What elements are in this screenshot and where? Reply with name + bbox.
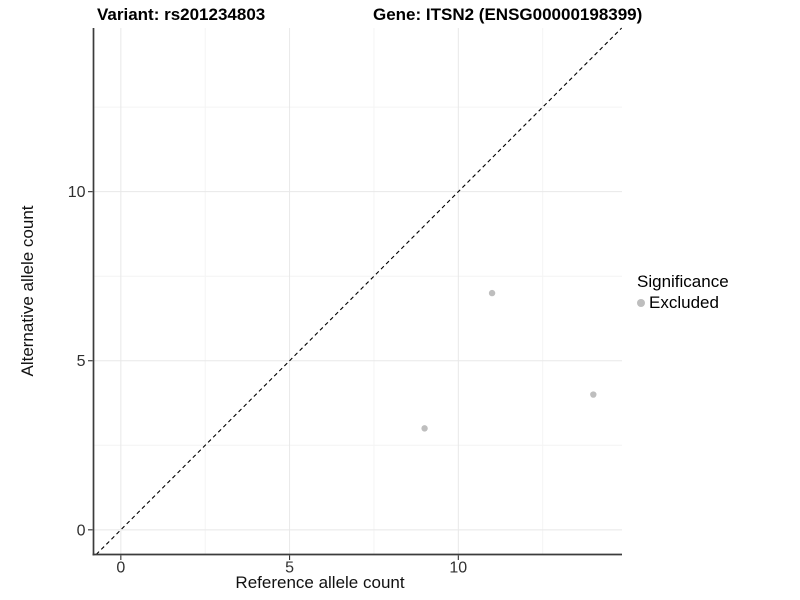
y-tick-label: 0 <box>77 522 86 539</box>
y-tick-label: 5 <box>77 353 86 370</box>
data-point <box>421 425 428 432</box>
variant-title: Variant: rs201234803 <box>97 5 266 24</box>
identity-line <box>95 27 623 555</box>
x-tick-label: 0 <box>116 559 125 576</box>
legend-title: Significance <box>637 272 729 291</box>
data-point <box>488 289 496 297</box>
gene-title: Gene: ITSN2 (ENSG00000198399) <box>373 5 643 24</box>
legend-key-dot-icon <box>637 298 645 307</box>
x-tick-label: 10 <box>449 559 467 576</box>
y-tick-label: 10 <box>68 184 86 201</box>
legend-item-label: Excluded <box>649 293 719 312</box>
data-point <box>590 391 597 398</box>
y-axis-title: Alternative allele count <box>18 205 37 377</box>
legend: Significance Excluded <box>637 271 729 312</box>
x-axis-title: Reference allele count <box>235 573 405 592</box>
legend-item-excluded: Excluded <box>637 293 729 312</box>
x-tick-label: 5 <box>285 559 294 576</box>
